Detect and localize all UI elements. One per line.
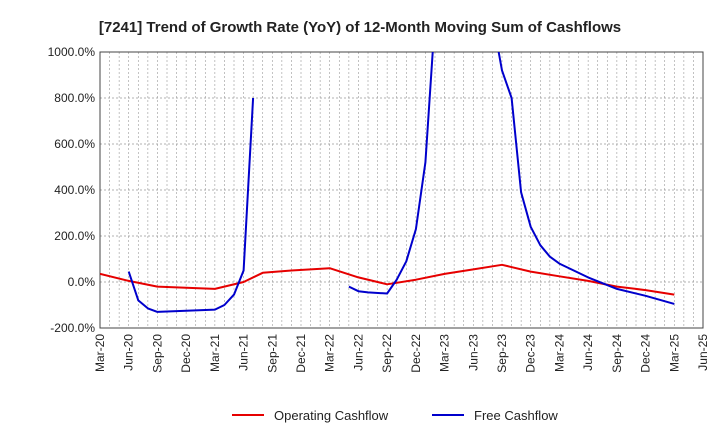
- y-tick-label: -200.0%: [50, 321, 95, 335]
- x-tick-label: Jun-20: [122, 334, 136, 371]
- x-tick-label: Mar-24: [552, 334, 566, 372]
- plot-frame: [99, 51, 704, 329]
- x-tick-label: Dec-23: [524, 334, 538, 373]
- y-tick-label: 600.0%: [54, 137, 95, 151]
- x-tick-label: Sep-22: [380, 334, 394, 373]
- x-tick-label: Mar-22: [323, 334, 337, 372]
- x-tick-label: Mar-20: [93, 334, 107, 372]
- x-tick-label: Mar-23: [438, 334, 452, 372]
- x-tick-label: Dec-22: [409, 334, 423, 373]
- y-tick-label: 0.0%: [68, 275, 96, 289]
- x-tick-label: Dec-20: [179, 334, 193, 373]
- legend-label: Operating Cashflow: [274, 408, 389, 423]
- series-line-operating-cashflow: [100, 263, 675, 296]
- x-tick-label: Mar-21: [208, 334, 222, 372]
- x-tick-label: Mar-25: [667, 334, 681, 372]
- y-tick-label: 200.0%: [54, 229, 95, 243]
- series-line-free-cashflow: [497, 52, 675, 305]
- y-tick-label: 1000.0%: [48, 45, 96, 59]
- series-line-free-cashflow: [127, 97, 255, 313]
- x-tick-label: Sep-20: [150, 334, 164, 373]
- series-lines: [100, 52, 675, 313]
- x-tick-label: Jun-25: [696, 334, 710, 371]
- x-tick-label: Jun-22: [351, 334, 365, 371]
- series-line-free-cashflow: [348, 52, 434, 295]
- y-tick-label: 800.0%: [54, 91, 95, 105]
- x-tick-label: Jun-24: [581, 334, 595, 371]
- x-tick-label: Jun-23: [466, 334, 480, 371]
- axes: 1000.0% 800.0% 600.0% 400.0% 200.0% 0.0% -200.…: [48, 45, 710, 373]
- x-tick-label: Sep-24: [610, 334, 624, 373]
- y-tick-label: 400.0%: [54, 183, 95, 197]
- chart-title: [7241] Trend of Growth Rate (YoY) of 12-…: [99, 19, 621, 36]
- legend-label: Free Cashflow: [474, 408, 558, 423]
- x-tick-label: Sep-21: [265, 334, 279, 373]
- x-tick-label: Dec-21: [294, 334, 308, 373]
- x-tick-label: Dec-24: [639, 334, 653, 373]
- x-tick-label: Jun-21: [237, 334, 251, 371]
- x-tick-label: Sep-23: [495, 334, 509, 373]
- legend: Operating Cashflow Free Cashflow: [232, 408, 558, 423]
